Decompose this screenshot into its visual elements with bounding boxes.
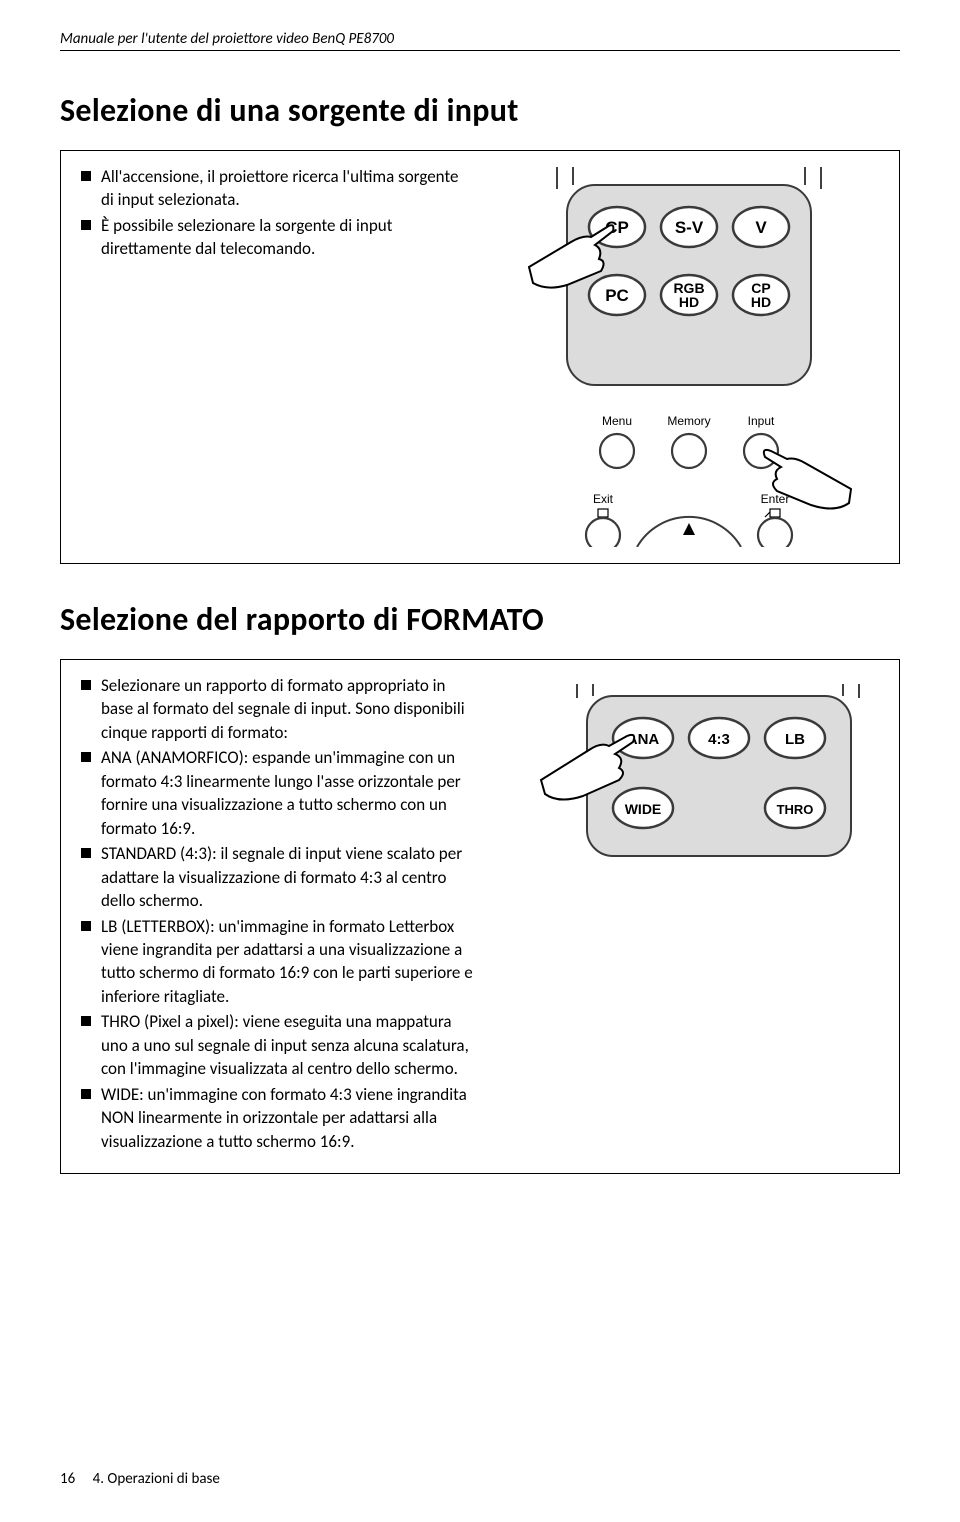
chapter-label: 4. Operazioni di base <box>93 1470 220 1488</box>
svg-text:Exit: Exit <box>593 492 614 506</box>
remote-figure-2: ANA 4:3 LB WIDE THRO <box>519 684 879 864</box>
svg-text:PC: PC <box>605 286 629 305</box>
list-item: All'accensione, il proiettore ricerca l'… <box>79 165 461 212</box>
svg-text:LB: LB <box>785 731 805 748</box>
section1-text: All'accensione, il proiettore ricerca l'… <box>61 151 479 563</box>
list-item: Selezionare un rapporto di formato appro… <box>79 674 481 744</box>
svg-text:Input: Input <box>748 414 775 428</box>
section2-text: Selezionare un rapporto di formato appro… <box>61 660 499 1173</box>
section1-block: All'accensione, il proiettore ricerca l'… <box>60 150 900 564</box>
svg-text:HD: HD <box>679 294 699 310</box>
list-item: STANDARD (4:3): il segnale di input vien… <box>79 842 481 912</box>
svg-text:4:3: 4:3 <box>708 731 730 748</box>
remote-figure-1: CP S-V V PC RGB HD CP HD <box>499 167 879 547</box>
svg-text:S-V: S-V <box>675 218 704 237</box>
svg-text:Memory: Memory <box>667 414 710 428</box>
svg-text:Menu: Menu <box>602 414 632 428</box>
list-item: È possibile selezionare la sorgente di i… <box>79 214 461 261</box>
section2-bullets: Selezionare un rapporto di formato appro… <box>79 674 481 1153</box>
header-rule <box>60 50 900 51</box>
section2-figure-container: ANA 4:3 LB WIDE THRO <box>499 660 899 1173</box>
section2-block: Selezionare un rapporto di formato appro… <box>60 659 900 1174</box>
section2-title: Selezione del rapporto di FORMATO <box>60 600 900 639</box>
list-item: ANA (ANAMORFICO): espande un'immagine co… <box>79 746 481 840</box>
svg-text:WIDE: WIDE <box>625 801 662 817</box>
running-head: Manuale per l'utente del proiettore vide… <box>60 30 900 48</box>
section1-title: Selezione di una sorgente di input <box>60 91 900 130</box>
list-item: WIDE: un'immagine con formato 4:3 viene … <box>79 1083 481 1153</box>
svg-text:THRO: THRO <box>777 802 814 817</box>
list-item: LB (LETTERBOX): un'immagine in formato L… <box>79 915 481 1009</box>
list-item: THRO (Pixel a pixel): viene eseguita una… <box>79 1010 481 1080</box>
section1-figure-container: CP S-V V PC RGB HD CP HD <box>479 151 899 563</box>
page-footer: 16 4. Operazioni di base <box>60 1470 220 1488</box>
svg-text:HD: HD <box>751 294 771 310</box>
page-number: 16 <box>60 1470 75 1488</box>
svg-text:V: V <box>755 218 767 237</box>
section1-bullets: All'accensione, il proiettore ricerca l'… <box>79 165 461 261</box>
